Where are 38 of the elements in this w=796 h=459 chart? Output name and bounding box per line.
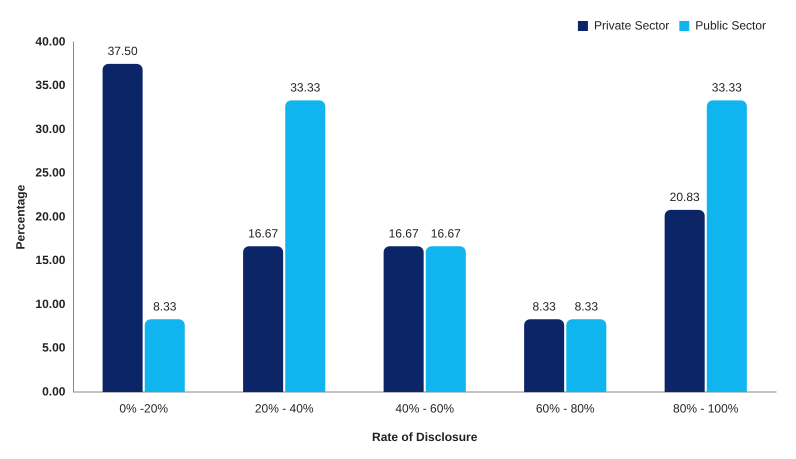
data-label: 33.33 (712, 80, 742, 95)
x-tick-label: 80% - 100% (673, 402, 739, 416)
bar (706, 100, 747, 392)
y-tick-label: 10.00 (35, 296, 66, 311)
data-label: 16.67 (248, 226, 278, 241)
bar (144, 319, 185, 392)
data-label: 20.83 (670, 190, 700, 204)
bar (285, 100, 326, 392)
y-tick-label: 15.00 (35, 253, 66, 268)
data-label: 8.33 (153, 300, 177, 314)
y-axis-title: Percentage (14, 184, 28, 250)
bar (524, 319, 564, 392)
bar (566, 319, 606, 392)
y-tick-label: 30.00 (35, 122, 66, 136)
bar (243, 246, 284, 392)
bar (664, 210, 705, 392)
y-tick-label: 5.00 (42, 340, 66, 355)
x-tick-label: 20% - 40% (254, 402, 314, 416)
y-tick-label: 35.00 (35, 78, 66, 92)
bar (102, 64, 143, 392)
bar (384, 246, 424, 392)
legend-label: Private Sector (594, 18, 670, 32)
data-label: 33.33 (290, 80, 321, 95)
data-label: 8.33 (574, 300, 598, 314)
data-label: 16.67 (430, 226, 462, 241)
x-tick-label: 0% -20% (119, 402, 168, 416)
y-tick-label: 20.00 (35, 209, 66, 224)
y-tick-label: 25.00 (35, 166, 66, 180)
legend-label: Public Sector (695, 18, 766, 32)
x-axis-title: Rate of Disclosure (372, 430, 478, 444)
data-label: 37.50 (108, 44, 138, 58)
x-tick-label: 60% - 80% (536, 402, 595, 416)
y-tick-label: 40.00 (35, 34, 66, 48)
x-tick-label: 40% - 60% (395, 402, 454, 416)
data-label: 16.67 (388, 226, 419, 241)
bar (426, 246, 466, 392)
data-label: 8.33 (532, 300, 556, 314)
y-tick-label: 0.00 (42, 384, 66, 399)
